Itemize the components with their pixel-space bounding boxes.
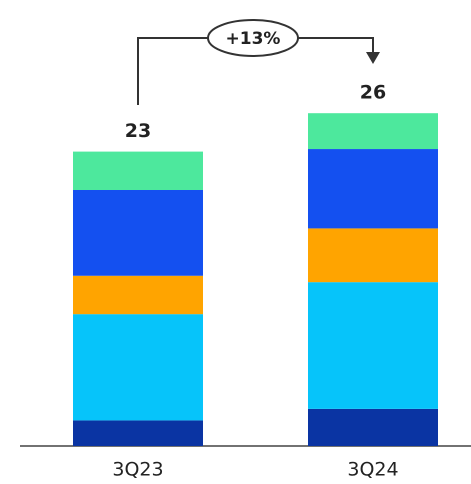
growth-arrow	[137, 19, 374, 105]
total-label: 23	[125, 120, 151, 142]
bar-segment	[308, 149, 438, 229]
arrow-left	[137, 37, 208, 105]
bar-segment	[73, 275, 203, 315]
total-label: 26	[360, 82, 386, 104]
bar-segment	[73, 420, 203, 446]
bar-segment	[73, 190, 203, 276]
bar-segment	[308, 408, 438, 446]
arrow-head	[366, 52, 380, 64]
x-tick-label: 3Q23	[112, 459, 163, 481]
bar-segment	[308, 228, 438, 283]
annotation: +13%	[226, 29, 281, 49]
arrow-right	[298, 37, 374, 54]
annotation-bubble	[207, 19, 299, 57]
x-tick-label: 3Q24	[347, 459, 398, 481]
bar-segment	[308, 282, 438, 409]
bar-segment	[308, 113, 438, 150]
bar-segment	[73, 314, 203, 421]
bar-segment	[73, 151, 203, 190]
